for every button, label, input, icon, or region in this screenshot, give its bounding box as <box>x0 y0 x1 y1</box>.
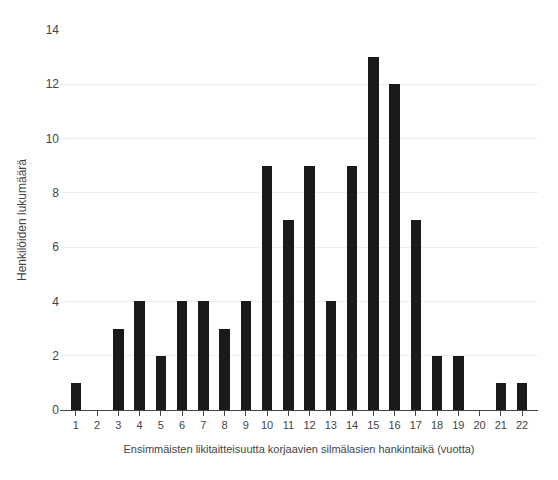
svg-text:5: 5 <box>158 419 164 431</box>
svg-text:22: 22 <box>516 419 528 431</box>
svg-text:7: 7 <box>200 419 206 431</box>
svg-text:14: 14 <box>346 419 358 431</box>
svg-text:8: 8 <box>222 419 228 431</box>
svg-text:18: 18 <box>431 419 443 431</box>
svg-text:2: 2 <box>94 419 100 431</box>
svg-text:Ensimmäisten likitaitteisuutta: Ensimmäisten likitaitteisuutta korjaavie… <box>124 443 475 455</box>
svg-text:19: 19 <box>452 419 464 431</box>
svg-text:13: 13 <box>325 419 337 431</box>
svg-text:12: 12 <box>46 77 60 91</box>
svg-text:4: 4 <box>52 295 59 309</box>
svg-text:3: 3 <box>115 419 121 431</box>
svg-text:14: 14 <box>46 23 60 37</box>
svg-text:12: 12 <box>303 419 315 431</box>
svg-text:10: 10 <box>261 419 273 431</box>
svg-text:4: 4 <box>137 419 143 431</box>
svg-text:0: 0 <box>52 403 59 417</box>
svg-text:8: 8 <box>52 186 59 200</box>
svg-text:16: 16 <box>388 419 400 431</box>
svg-text:2: 2 <box>52 349 59 363</box>
svg-text:Henkilöiden lukumäärä: Henkilöiden lukumäärä <box>15 159 29 281</box>
svg-text:15: 15 <box>367 419 379 431</box>
svg-text:20: 20 <box>473 419 485 431</box>
svg-text:17: 17 <box>410 419 422 431</box>
svg-text:10: 10 <box>46 132 60 146</box>
svg-text:11: 11 <box>283 419 294 431</box>
svg-text:1: 1 <box>73 419 79 431</box>
svg-text:21: 21 <box>495 419 507 431</box>
svg-text:6: 6 <box>52 240 59 254</box>
svg-text:9: 9 <box>243 419 249 431</box>
svg-text:6: 6 <box>179 419 185 431</box>
